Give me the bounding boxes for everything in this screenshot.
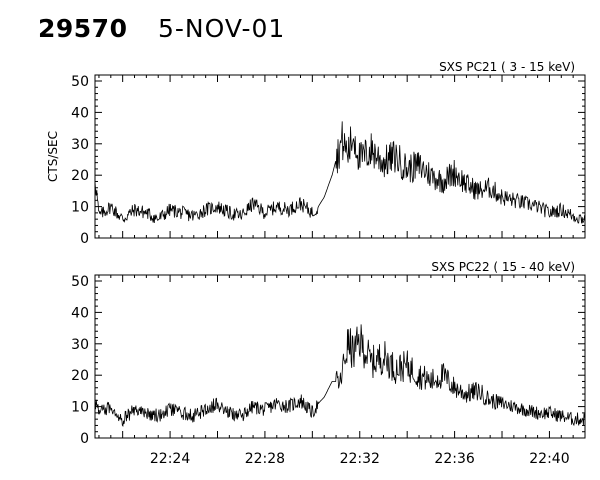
series-line — [94, 121, 585, 224]
y-tick-label: 20 — [71, 368, 89, 384]
observation-id: 29570 — [38, 14, 128, 43]
y-tick-label: 40 — [71, 105, 89, 121]
x-tick-labels: 22:24 22:28 22:32 22:36 22:40 — [150, 451, 570, 467]
y-tick-labels-pc22: 0 10 20 30 40 50 — [71, 274, 89, 447]
axes-frame-pc21 — [94, 74, 586, 239]
y-tick-label: 50 — [71, 74, 89, 90]
series-line — [94, 324, 585, 427]
y-tick-label: 10 — [71, 200, 89, 216]
series-pc21 — [94, 121, 585, 224]
x-tick-label: 22:32 — [340, 451, 380, 467]
y-tick-label: 50 — [71, 274, 89, 290]
chart-panel-pc21: SXS PC21 ( 3 - 15 keV) CTS/SEC 0 10 20 30 40… — [46, 60, 586, 247]
y-tick-label: 0 — [80, 431, 89, 447]
series-pc22 — [94, 324, 585, 427]
y-tick-labels-pc21: 0 10 20 30 40 50 — [71, 74, 89, 247]
y-axis-label: CTS/SEC — [46, 131, 60, 182]
y-tick-label: 20 — [71, 168, 89, 184]
chart-title-pc22: SXS PC22 ( 15 - 40 keV) — [431, 260, 575, 274]
chart-panel-pc22: SXS PC22 ( 15 - 40 keV) 0 10 20 30 40 50 22:2… — [71, 260, 586, 467]
x-tick-label: 22:36 — [434, 451, 474, 467]
x-tick-label: 22:40 — [529, 451, 569, 467]
y-tick-label: 40 — [71, 305, 89, 321]
x-tick-label: 22:24 — [150, 451, 190, 467]
chart-title-pc21: SXS PC21 ( 3 - 15 keV) — [439, 60, 575, 74]
y-tick-label: 30 — [71, 137, 89, 153]
y-tick-label: 10 — [71, 400, 89, 416]
x-tick-label: 22:28 — [245, 451, 285, 467]
axes-frame-pc22 — [94, 274, 586, 439]
observation-date: 5-NOV-01 — [158, 14, 286, 43]
y-tick-label: 0 — [80, 231, 89, 247]
plot-frame — [94, 274, 586, 439]
y-tick-label: 30 — [71, 337, 89, 353]
